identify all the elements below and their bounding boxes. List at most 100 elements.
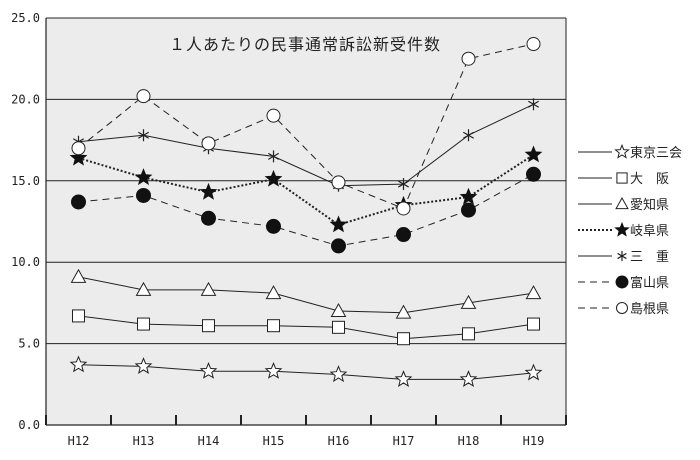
legend-marker [615, 197, 629, 210]
data-point [396, 227, 411, 243]
legend-marker [614, 221, 630, 237]
x-tick-label: H15 [263, 434, 285, 448]
data-point [136, 89, 151, 104]
series-group [69, 37, 543, 388]
data-point [138, 129, 149, 142]
series-6 [71, 37, 541, 216]
plot-background [46, 18, 566, 425]
x-tick-label: H12 [68, 434, 90, 448]
data-point [524, 363, 543, 381]
legend-item: 島根県 [578, 301, 669, 317]
data-point [199, 182, 218, 200]
data-point [268, 150, 279, 163]
legend-item: 東京三会 [578, 143, 682, 161]
series-line [78, 103, 534, 187]
data-point [394, 370, 413, 388]
legend-label: 大 阪 [630, 172, 669, 187]
legend-marker [614, 143, 630, 159]
legend-label: 三 重 [630, 249, 669, 265]
data-point [134, 168, 153, 186]
data-point [266, 218, 281, 234]
data-point [460, 294, 477, 309]
data-point [459, 187, 478, 205]
legend-label: 岐阜県 [630, 223, 669, 239]
legend-item: 富山県 [578, 275, 669, 291]
legend-item: 岐阜県 [578, 221, 669, 239]
series-line [78, 276, 534, 314]
legend-item: 三 重 [578, 249, 669, 265]
data-point [201, 136, 216, 151]
series-line [78, 173, 534, 247]
data-point [528, 98, 539, 111]
chart-title: １人あたりの民事通常訴訟新受件数 [169, 35, 441, 54]
data-point [398, 178, 409, 191]
data-point [69, 148, 88, 166]
data-point [459, 370, 478, 388]
data-point [134, 357, 153, 375]
legend-label: 東京三会 [630, 145, 682, 161]
series-line [78, 153, 535, 226]
data-point [396, 201, 411, 216]
x-tick-label: H14 [198, 434, 220, 448]
legend-marker [616, 172, 628, 184]
axes [45, 18, 567, 426]
x-tick-label: H17 [393, 434, 415, 448]
x-tick-label: H19 [523, 434, 545, 448]
data-point [72, 309, 85, 323]
series-2 [70, 268, 542, 319]
legend-label: 島根県 [630, 302, 669, 317]
data-point [525, 285, 542, 300]
data-point [201, 210, 216, 226]
data-point [202, 319, 215, 333]
x-tick-label: H13 [133, 434, 155, 448]
data-point [526, 166, 541, 182]
y-tick-label: 5.0 [18, 337, 40, 351]
series-line [78, 315, 534, 340]
data-point [397, 332, 410, 346]
data-point [526, 37, 541, 52]
y-tick-label: 20.0 [11, 92, 40, 106]
data-point [462, 327, 475, 341]
data-point [200, 281, 217, 296]
legend-item: 愛知県 [578, 197, 669, 213]
data-point [199, 361, 218, 379]
data-point [135, 281, 152, 296]
series-line [78, 364, 534, 380]
y-tick-label: 25.0 [11, 11, 40, 25]
data-point [395, 304, 412, 319]
data-point [264, 361, 283, 379]
data-point [267, 319, 280, 333]
data-point [329, 365, 348, 383]
series-line [78, 43, 534, 210]
data-point [461, 51, 476, 66]
legend-marker [615, 275, 629, 289]
y-tick-label: 0.0 [18, 418, 40, 432]
data-point [461, 202, 476, 218]
gridlines [46, 17, 566, 345]
data-point [527, 317, 540, 331]
data-point [331, 238, 346, 254]
legend-marker [617, 250, 627, 262]
series-0 [69, 355, 543, 388]
legend-item: 大 阪 [578, 172, 669, 187]
data-point [329, 215, 348, 233]
data-point [136, 187, 151, 203]
data-point [71, 141, 86, 156]
legend-label: 愛知県 [630, 197, 669, 213]
data-point [137, 317, 150, 331]
series-5 [71, 166, 541, 254]
legend-marker [615, 301, 629, 315]
data-point [330, 303, 347, 318]
x-tick-label: H18 [458, 434, 480, 448]
data-point [332, 320, 345, 334]
series-1 [72, 309, 540, 346]
data-point [69, 355, 88, 373]
x-tick-label: H16 [328, 434, 350, 448]
data-point [265, 285, 282, 300]
y-tick-label: 10.0 [11, 255, 40, 269]
data-point [463, 129, 474, 142]
x-tick-labels: H12 H13 H14 H15 H16 H17 H18 H19 [68, 434, 545, 448]
legend-label: 富山県 [630, 275, 669, 291]
